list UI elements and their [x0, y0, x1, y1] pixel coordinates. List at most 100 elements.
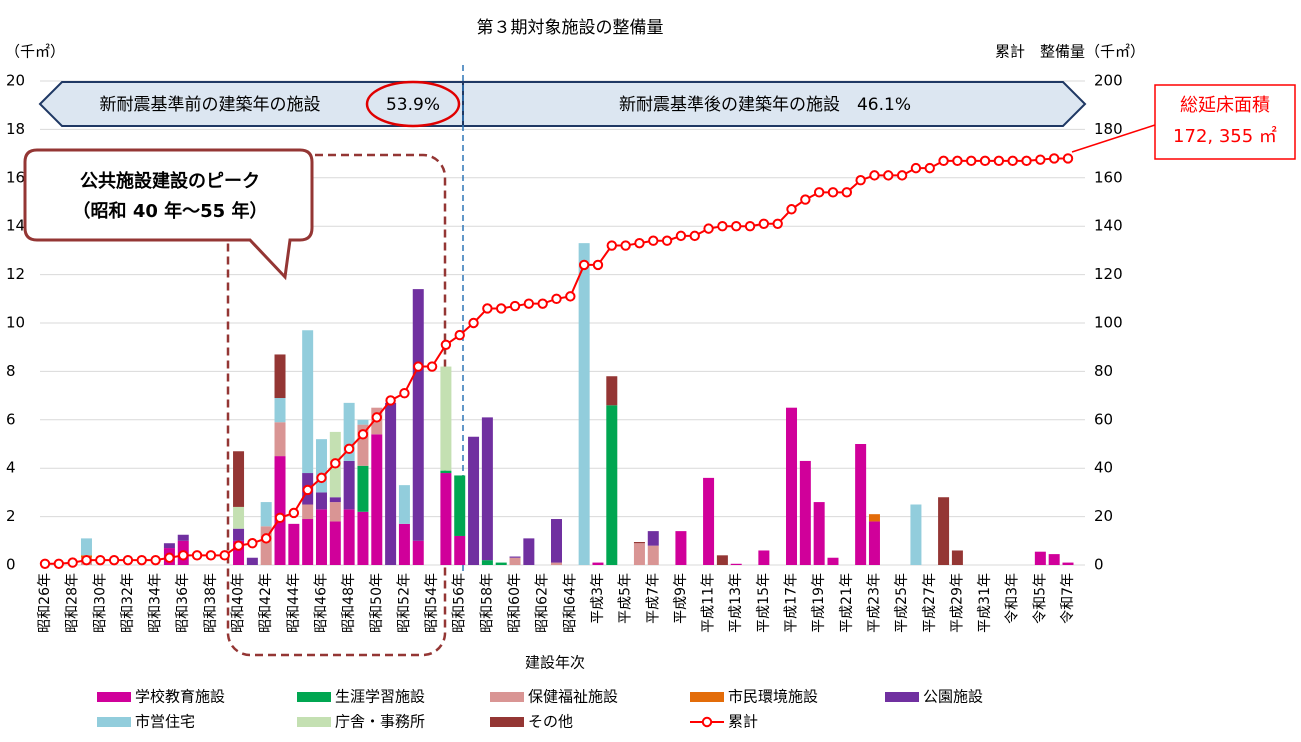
line-marker	[67, 557, 78, 568]
line-marker	[537, 298, 548, 309]
line-marker	[288, 507, 300, 519]
y-tick-label: 0	[6, 556, 16, 574]
line-marker	[813, 187, 825, 198]
line-marker	[966, 155, 977, 167]
line-marker	[357, 429, 369, 440]
line-marker	[316, 472, 327, 484]
x-tick-label: 昭和26年	[37, 573, 53, 633]
line-marker	[800, 194, 811, 205]
x-tick-label: 昭和56年	[452, 573, 468, 633]
x-tick-label: 平成15年	[756, 573, 772, 633]
bar-segment	[412, 540, 424, 565]
bar-segment	[592, 562, 604, 565]
y-tick-label: 12	[6, 265, 25, 283]
legend-swatch	[690, 692, 724, 702]
x-tick-label: 平成27年	[922, 573, 938, 633]
bar-segment	[315, 492, 327, 510]
x-tick-label: 昭和62年	[535, 573, 551, 633]
bar-segment	[1034, 551, 1046, 565]
line-marker	[136, 554, 147, 566]
line-marker	[219, 550, 230, 561]
bar-segment	[481, 560, 493, 565]
line-marker	[260, 533, 272, 544]
bar-segment	[177, 534, 189, 541]
bar-segment	[855, 444, 867, 565]
x-tick-label: 平成3年	[590, 573, 606, 624]
bar-segment	[730, 563, 742, 565]
line-marker	[979, 155, 991, 167]
bar-segment	[246, 557, 258, 565]
line-marker	[758, 218, 770, 229]
bar-segment	[495, 562, 507, 565]
line-marker	[523, 298, 535, 309]
y2-axis-label: 累計 整備量（千㎡）	[995, 43, 1145, 61]
line-marker	[827, 187, 839, 198]
bar-segment	[481, 417, 493, 561]
line-marker	[648, 235, 659, 246]
bar-segment	[357, 465, 369, 512]
y-tick-label: 6	[6, 410, 16, 428]
line-marker	[786, 204, 797, 215]
legend-swatch	[490, 692, 524, 702]
line-marker	[1007, 155, 1018, 167]
line-marker	[399, 387, 410, 399]
bar-segment	[675, 531, 687, 565]
line-marker	[302, 484, 313, 496]
line-marker	[150, 554, 161, 566]
line-marker	[426, 361, 438, 372]
x-tick-label: 昭和30年	[92, 573, 108, 633]
line-marker	[454, 329, 465, 341]
x-tick-label: 平成9年	[673, 573, 689, 624]
bar-segment	[758, 550, 770, 565]
bar-segment	[357, 419, 369, 425]
y2-tick-label: 60	[1094, 410, 1113, 428]
line-marker	[855, 175, 866, 186]
bar-segment	[868, 514, 880, 522]
bar-segment	[315, 509, 327, 565]
line-marker	[952, 155, 963, 167]
line-marker	[330, 458, 341, 469]
line-marker	[178, 550, 189, 561]
y2-tick-label: 40	[1094, 459, 1113, 477]
bar-segment	[329, 502, 341, 522]
bar-segment	[551, 562, 562, 565]
legend-swatch	[297, 692, 331, 702]
x-tick-label: 昭和54年	[424, 573, 440, 633]
bar-segment	[647, 531, 659, 546]
bar-segment	[509, 556, 521, 558]
line-marker	[661, 235, 673, 246]
x-tick-label: 平成25年	[894, 573, 910, 633]
y2-tick-label: 80	[1094, 362, 1113, 380]
line-marker	[205, 550, 217, 561]
line-marker	[53, 558, 65, 569]
bar-segment	[868, 521, 880, 565]
bar-segment	[633, 542, 645, 544]
bar-segment	[343, 460, 355, 510]
bar-segment	[454, 535, 466, 565]
bar-segment	[454, 475, 466, 536]
bar-segment	[606, 376, 618, 406]
bar-segment	[302, 504, 314, 520]
bar-segment	[233, 506, 245, 529]
line-marker	[993, 155, 1005, 167]
bar-segment	[329, 497, 341, 503]
bar-segment	[647, 545, 659, 565]
legend-label: 生涯学習施設	[335, 688, 425, 706]
bar-segment	[398, 523, 410, 565]
x-tick-label: 昭和40年	[231, 573, 247, 633]
bar-segment	[329, 521, 341, 565]
bar-segment	[343, 402, 355, 461]
x-tick-label: 平成19年	[811, 573, 827, 633]
line-marker	[592, 259, 604, 271]
bar-segment	[578, 243, 590, 565]
y2-tick-label: 100	[1094, 314, 1123, 332]
total-value: 172, 355 ㎡	[1173, 125, 1277, 147]
highlight-ellipse	[365, 80, 461, 128]
bar-segment	[274, 456, 286, 565]
bar-segment	[233, 451, 245, 507]
legend-label: 累計	[728, 713, 758, 731]
y-tick-label: 16	[6, 168, 25, 186]
bar-segment	[357, 424, 369, 466]
